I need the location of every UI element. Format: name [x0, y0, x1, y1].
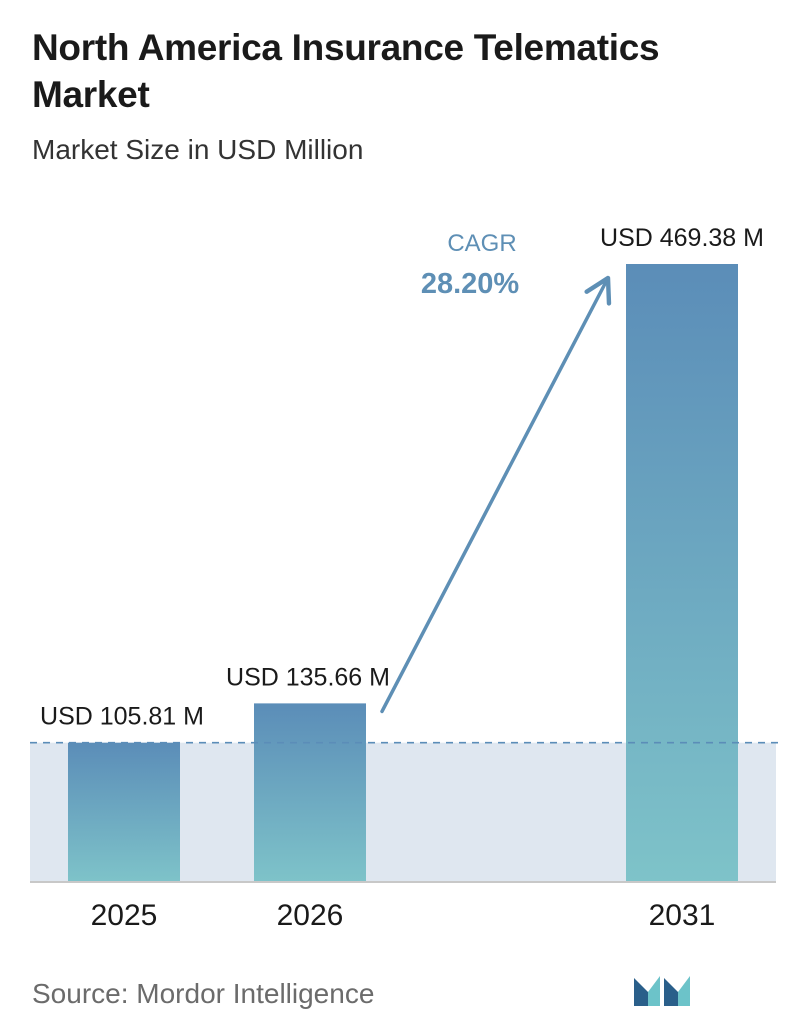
- source-credit: Source: Mordor Intelligence: [32, 978, 375, 1009]
- value-label-2026: USD 135.66 M: [226, 663, 390, 691]
- x-tick-label-2026: 2026: [277, 899, 344, 932]
- bar-2025: [68, 742, 180, 882]
- cagr-arrow: [380, 275, 612, 714]
- x-tick-label-2025: 2025: [91, 899, 158, 932]
- chart-title: North America Insurance Telematics Marke…: [32, 27, 660, 115]
- value-label-2031: USD 469.38 M: [600, 224, 764, 252]
- bar-2031: [626, 264, 738, 882]
- cagr-label: CAGR: [447, 230, 516, 257]
- x-tick-label-2031: 2031: [649, 899, 716, 932]
- chart-subtitle: Market Size in USD Million: [32, 134, 364, 165]
- mordor-intelligence-logo-icon: [634, 976, 690, 1006]
- bar-2026: [254, 703, 366, 882]
- cagr-value: 28.20%: [421, 268, 520, 300]
- value-label-2025: USD 105.81 M: [40, 703, 204, 731]
